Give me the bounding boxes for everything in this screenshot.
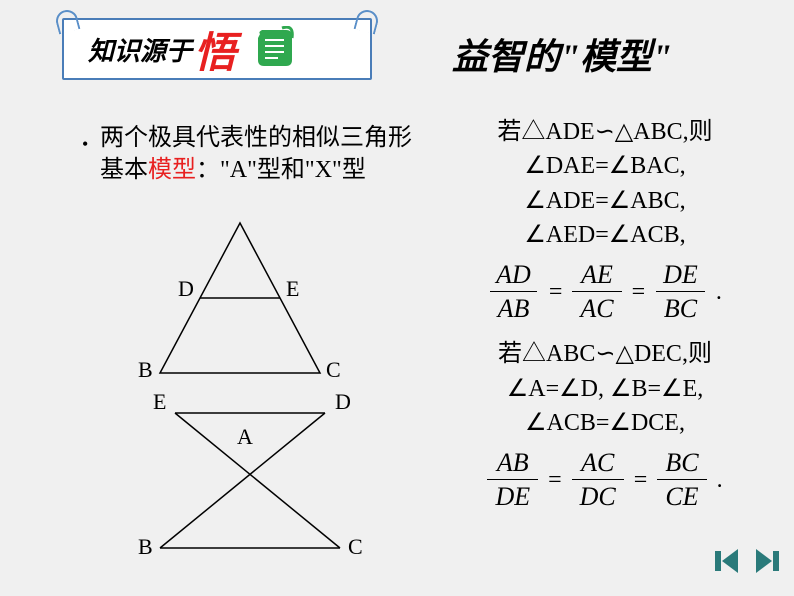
- math-b2-l1: 若△ABC∽△DEC,则: [440, 338, 770, 370]
- svg-text:D: D: [178, 276, 194, 301]
- eq: =: [634, 464, 648, 496]
- frac2-3: BCCE: [657, 448, 706, 513]
- banner-scroll: 知识源于 悟: [62, 18, 372, 80]
- math-b1-l4: ∠AED=∠ACB,: [440, 219, 770, 251]
- period: .: [716, 276, 722, 308]
- bullet-red: 模型: [148, 157, 196, 183]
- diagram-area: ABCDE ABCDE: [110, 218, 400, 578]
- math-b1-l3: ∠ADE=∠ABC,: [440, 185, 770, 217]
- bullet-dot: •: [82, 132, 88, 156]
- math-b2-l2: ∠A=∠D, ∠B=∠E,: [440, 373, 770, 405]
- math-b2-l3: ∠ACB=∠DCE,: [440, 407, 770, 439]
- frac2-2: ACDC: [572, 448, 624, 513]
- math-b1-l1: 若△ADE∽△ABC,则: [440, 116, 770, 148]
- bullet-post: ："A"型和"X"型: [196, 157, 366, 183]
- triangles-svg: ABCDE ABCDE: [110, 218, 400, 578]
- period: .: [717, 464, 723, 496]
- banner-text-red: 悟: [194, 19, 236, 80]
- svg-text:B: B: [138, 357, 153, 382]
- nav-arrows: [714, 545, 780, 582]
- note-icon: [254, 26, 296, 73]
- frac1-2: AEAC: [572, 260, 621, 325]
- svg-text:A: A: [237, 424, 253, 449]
- prev-icon[interactable]: [714, 545, 744, 582]
- banner-text-black: 知识源于: [88, 31, 192, 68]
- frac-row-2: ABDE = ACDC = BCCE .: [440, 448, 770, 513]
- svg-text:B: B: [138, 534, 153, 559]
- frac2-1: ABDE: [487, 448, 538, 513]
- eq: =: [548, 464, 562, 496]
- svg-text:C: C: [348, 534, 363, 559]
- bullet-text: • 两个极具代表性的相似三角形基本模型："A"型和"X"型: [100, 122, 420, 187]
- frac1-3: DEBC: [655, 260, 706, 325]
- page-title: 益智的"模型": [452, 28, 672, 80]
- frac-row-1: ADAB = AEAC = DEBC .: [440, 260, 770, 325]
- eq: =: [632, 276, 646, 308]
- next-icon[interactable]: [750, 545, 780, 582]
- eq: =: [549, 276, 563, 308]
- svg-text:E: E: [286, 276, 299, 301]
- svg-text:E: E: [153, 389, 166, 414]
- svg-text:D: D: [335, 389, 351, 414]
- math-column: 若△ADE∽△ABC,则 ∠DAE=∠BAC, ∠ADE=∠ABC, ∠AED=…: [440, 116, 770, 526]
- svg-text:A: A: [234, 218, 250, 222]
- math-b1-l2: ∠DAE=∠BAC,: [440, 150, 770, 182]
- frac1-1: ADAB: [488, 260, 539, 325]
- svg-text:C: C: [326, 357, 341, 382]
